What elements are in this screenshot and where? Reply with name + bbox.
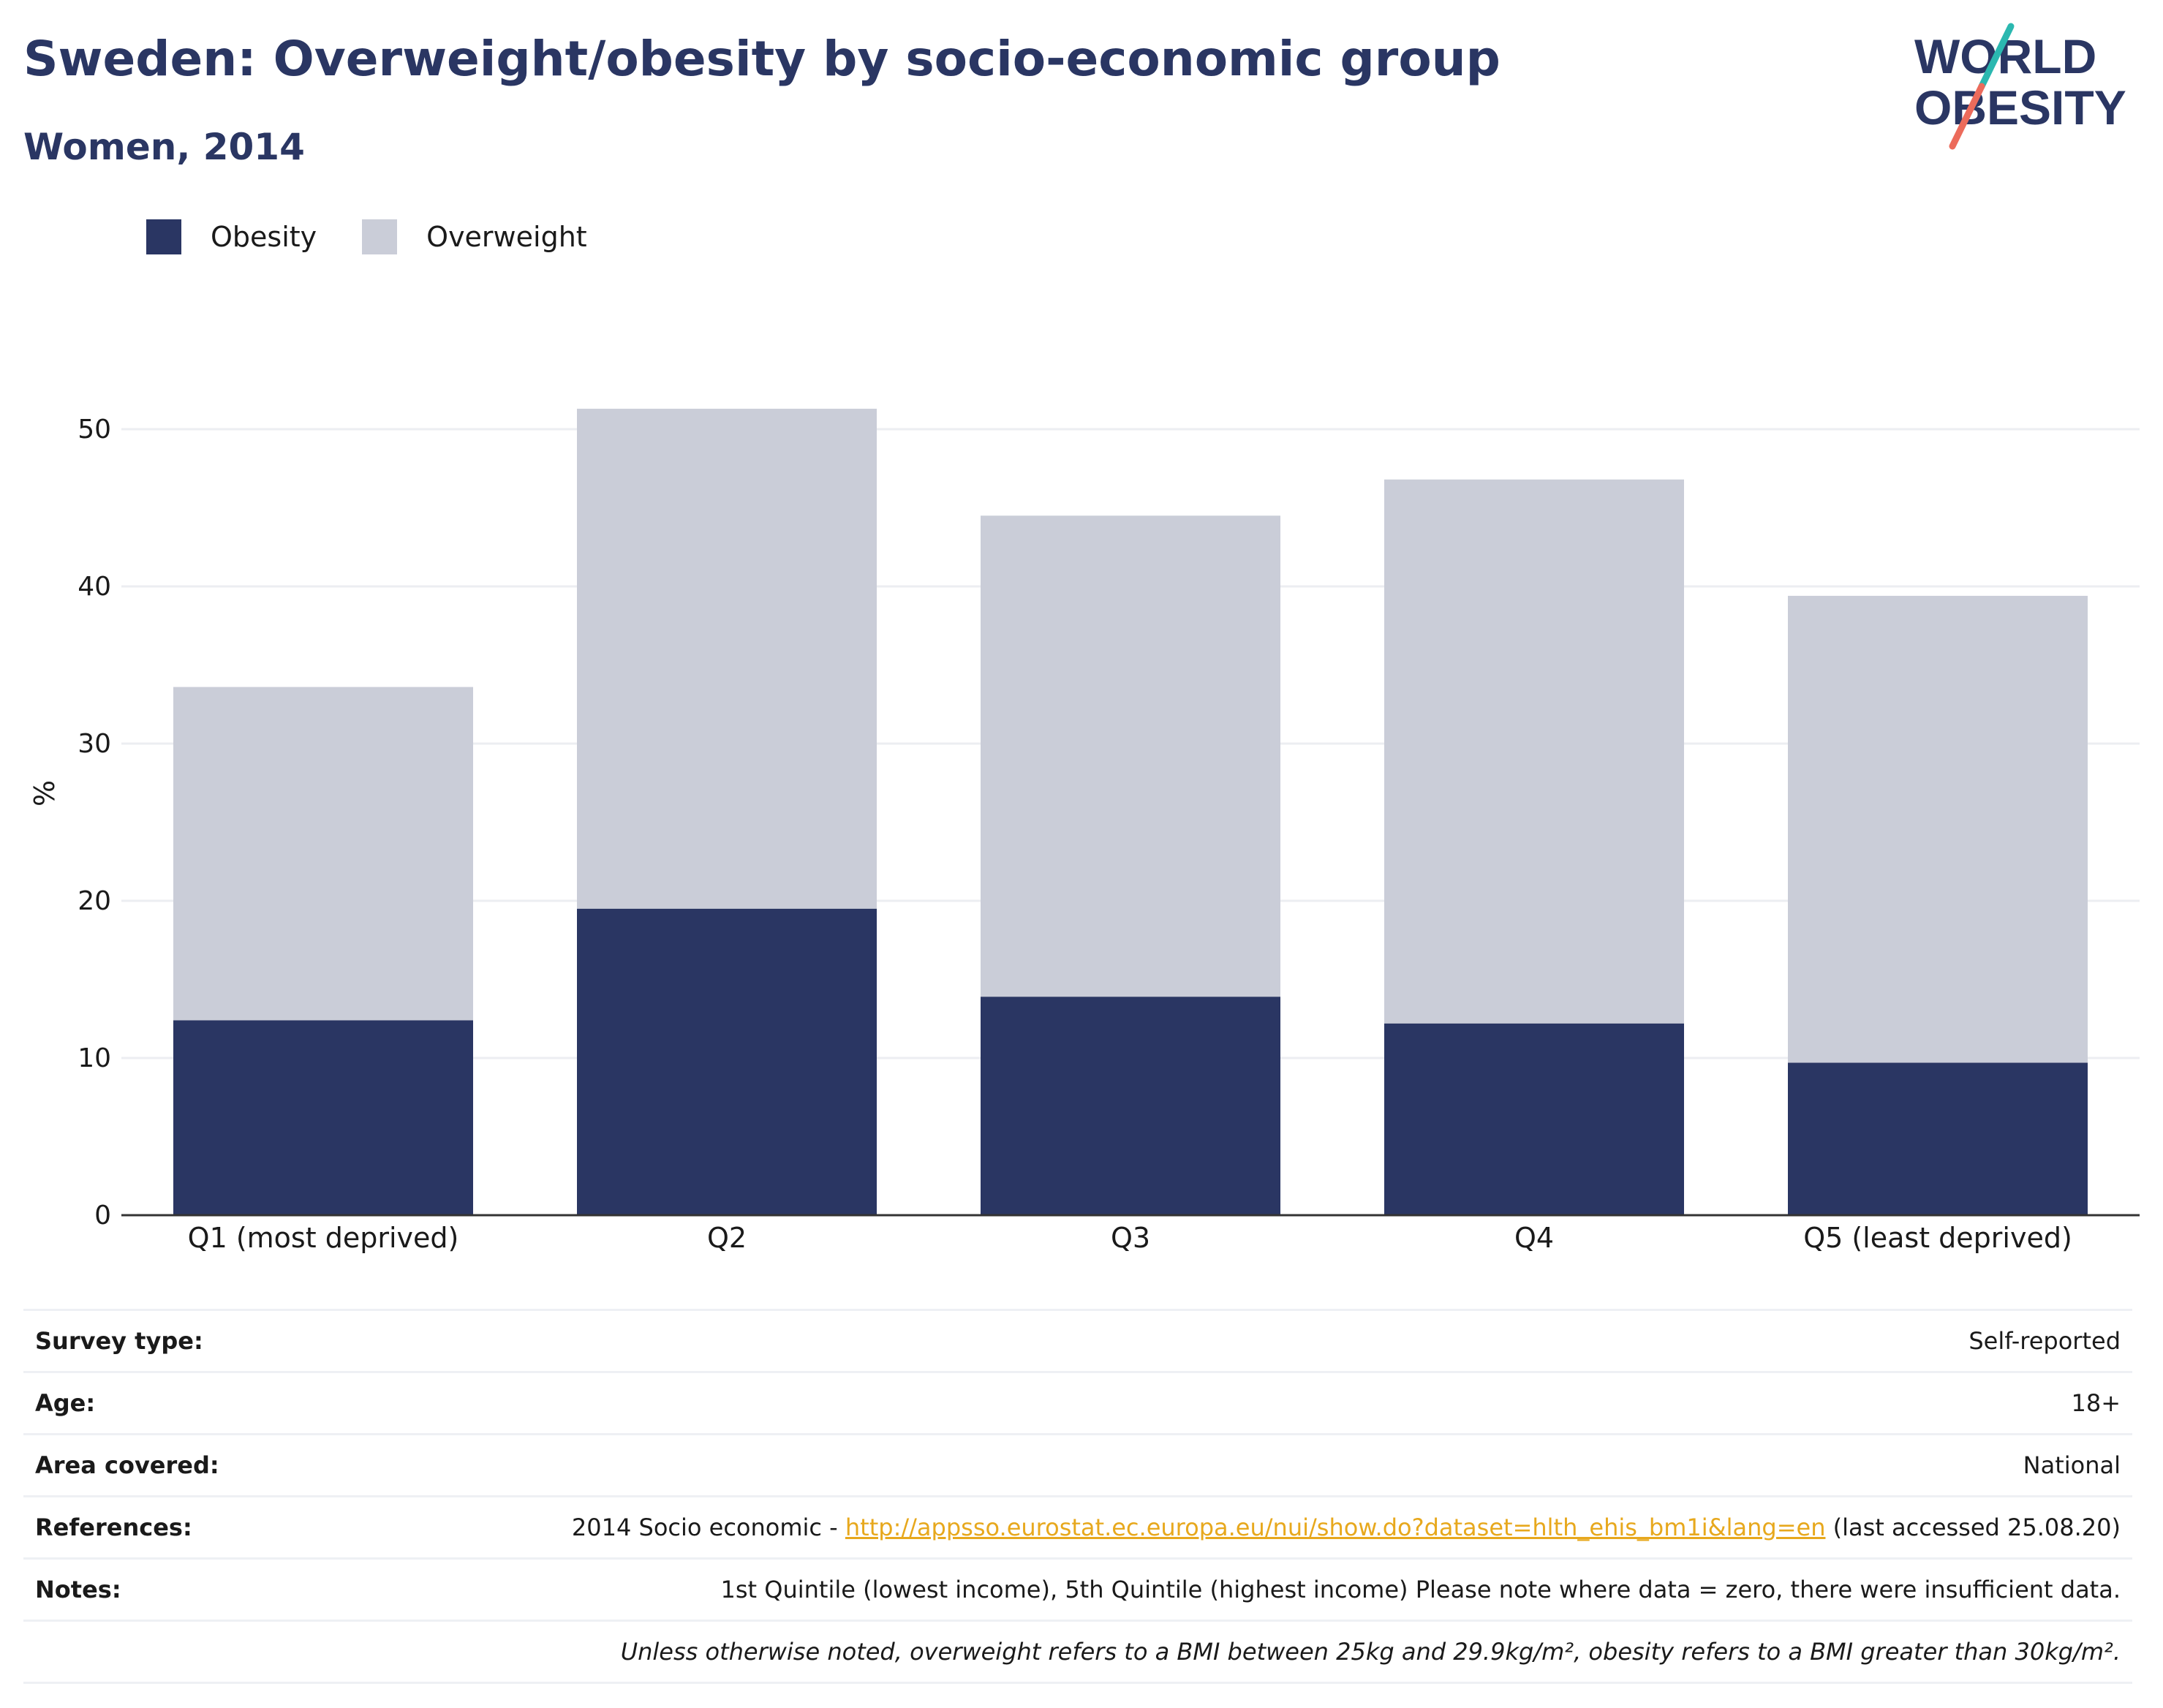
info-value-references: 2014 Socio economic - http://appsso.euro…: [572, 1514, 2121, 1541]
x-tick-label: Q3: [1111, 1222, 1150, 1254]
reference-link[interactable]: http://appsso.eurostat.ec.europa.eu/nui/…: [845, 1514, 1826, 1541]
bar-overweight-5: [1788, 595, 2088, 1063]
bar-obesity-3: [981, 997, 1280, 1215]
y-tick-label: 50: [78, 415, 111, 445]
info-label-area: Area covered:: [35, 1451, 219, 1479]
info-label-references: References:: [35, 1514, 192, 1541]
info-table: Survey type: Self-reported Age: 18+ Area…: [23, 1309, 2132, 1684]
stacked-bar-chart: 0 10 20 30 40 50% Q1 (most deprived) Q2 Q3 Q4 Q5 (…: [29, 409, 2140, 1254]
legend: Obesity Overweight: [146, 216, 633, 257]
y-tick-label: 10: [78, 1043, 111, 1073]
logo-slash-bottom: [1949, 83, 1985, 150]
bar-obesity-5: [1788, 1062, 2088, 1215]
info-value-age: 18+: [2071, 1389, 2121, 1417]
legend-item-overweight[interactable]: Overweight: [362, 219, 587, 254]
bar-obesity-4: [1384, 1023, 1684, 1215]
x-tick-label: Q4: [1514, 1222, 1554, 1254]
x-tick-label: Q2: [707, 1222, 747, 1254]
y-tick-label: 40: [78, 572, 111, 602]
legend-swatch-obesity: [146, 219, 181, 254]
bar-overweight-1: [173, 687, 473, 1021]
legend-item-obesity[interactable]: Obesity: [146, 219, 317, 254]
world-obesity-logo: WORLD OBESITY: [1914, 23, 2126, 150]
x-tick-label: Q5 (least deprived): [1803, 1222, 2072, 1254]
legend-label-overweight: Overweight: [426, 221, 587, 253]
legend-swatch-overweight: [362, 219, 398, 254]
logo-text-obesity: OBESITY: [1914, 80, 2126, 135]
info-label-survey-type: Survey type:: [35, 1327, 203, 1355]
x-tick-label: Q1 (most deprived): [188, 1222, 459, 1254]
reference-suffix: (last accessed 25.08.20): [1825, 1514, 2121, 1541]
info-row-footnote: Unless otherwise noted, overweight refer…: [23, 1620, 2132, 1684]
info-label-notes: Notes:: [35, 1576, 121, 1603]
y-tick-label: 0: [94, 1201, 111, 1231]
y-tick-label: 20: [78, 886, 111, 916]
chart-title: Sweden: Overweight/obesity by socio-econ…: [23, 31, 1500, 87]
bar-obesity-1: [173, 1020, 473, 1215]
bmi-footnote: Unless otherwise noted, overweight refer…: [620, 1638, 2121, 1666]
info-row-area: Area covered: National: [23, 1433, 2132, 1495]
reference-prefix: 2014 Socio economic -: [571, 1514, 845, 1541]
info-label-age: Age:: [35, 1389, 96, 1417]
info-row-notes: Notes: 1st Quintile (lowest income), 5th…: [23, 1557, 2132, 1620]
info-row-age: Age: 18+: [23, 1371, 2132, 1433]
y-axis-label: %: [29, 780, 61, 806]
info-row-references: References: 2014 Socio economic - http:/…: [23, 1495, 2132, 1557]
bar-overweight-4: [1384, 479, 1684, 1024]
info-value-area: National: [2023, 1451, 2121, 1479]
info-value-survey-type: Self-reported: [1968, 1327, 2121, 1355]
info-value-notes: 1st Quintile (lowest income), 5th Quinti…: [720, 1576, 2121, 1603]
chart-subtitle: Women, 2014: [23, 126, 305, 168]
bar-obesity-2: [577, 908, 877, 1215]
bar-overweight-2: [577, 409, 877, 909]
bar-overweight-3: [981, 515, 1280, 997]
y-tick-label: 30: [78, 729, 111, 759]
info-row-survey-type: Survey type: Self-reported: [23, 1309, 2132, 1371]
legend-label-obesity: Obesity: [211, 221, 317, 253]
logo-slash-top: [1978, 23, 2015, 90]
